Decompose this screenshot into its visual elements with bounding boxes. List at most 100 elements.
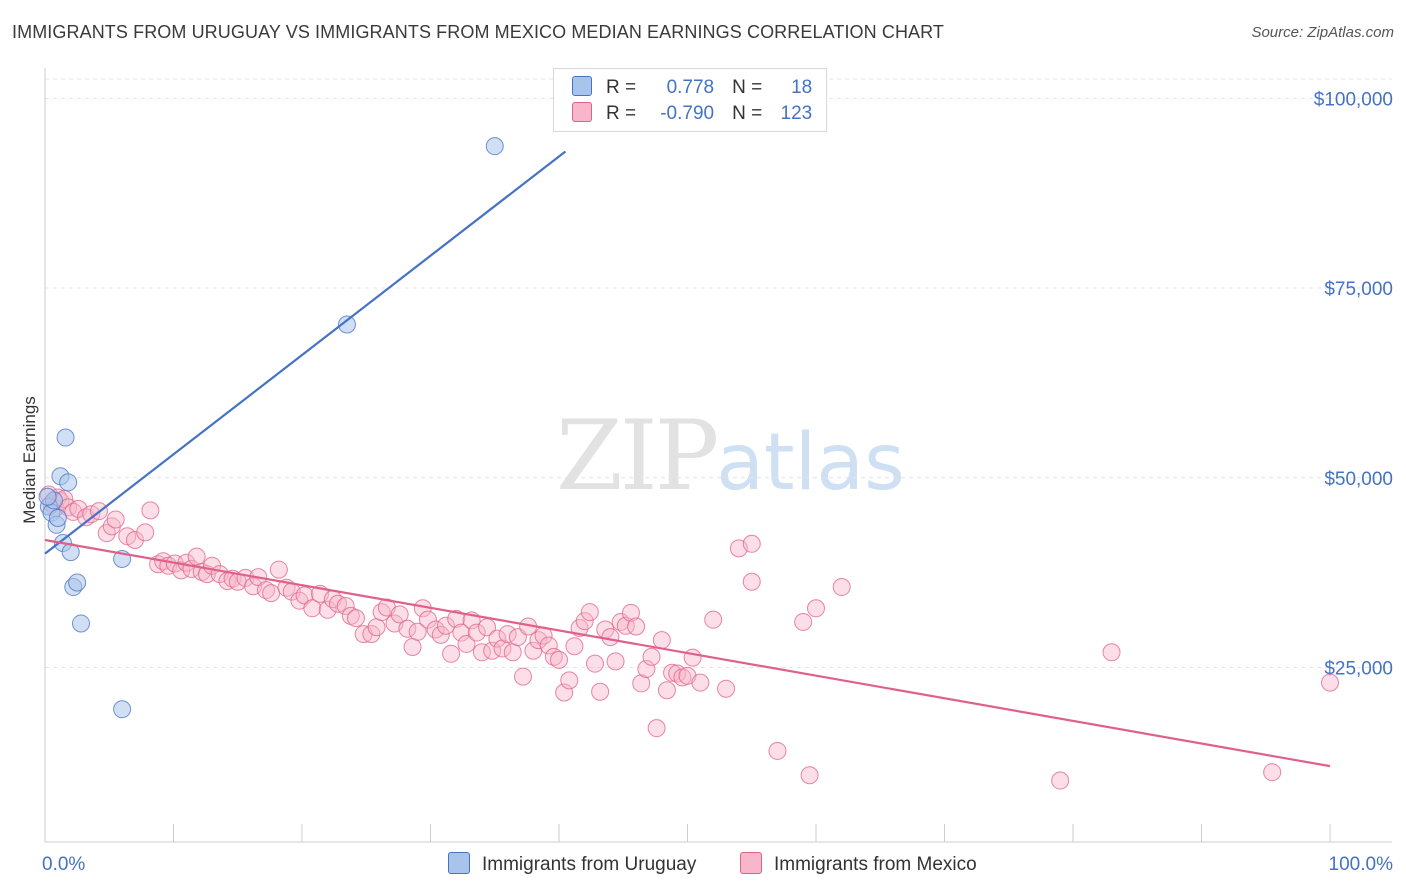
mexico-point <box>742 534 761 553</box>
legend-item-mexico[interactable]: Immigrants from Mexico <box>740 852 977 876</box>
legend-label-mexico: Immigrants from Mexico <box>774 854 977 875</box>
watermark-atlas: atlas <box>716 418 905 508</box>
uruguay-point <box>48 508 67 527</box>
correlation-legend: R = 0.778 N = 18 R = -0.790 N = 123 <box>553 68 827 132</box>
mexico-point <box>585 654 604 673</box>
mexico-point <box>800 766 819 785</box>
watermark-zip: ZIP <box>556 400 719 512</box>
legend-swatch-uruguay <box>448 852 470 874</box>
axes <box>44 68 1392 843</box>
mexico-point <box>452 623 471 642</box>
mexico-point <box>768 741 787 760</box>
watermark: ZIPatlas <box>556 400 905 512</box>
legend-swatch-uruguay <box>572 76 592 96</box>
series-mexico-points <box>39 485 1339 790</box>
mexico-point <box>303 599 322 618</box>
y-tick-label: $25,000 <box>1324 658 1393 679</box>
mexico-point <box>652 631 671 650</box>
uruguay-point <box>68 573 87 592</box>
mexico-point <box>580 603 599 622</box>
mexico-point <box>807 599 825 618</box>
legend-r-label: R = <box>606 103 637 124</box>
mexico-point <box>717 679 736 698</box>
uruguay-point <box>38 487 57 506</box>
mexico-point <box>447 609 466 628</box>
mexico-trendline <box>44 538 1331 768</box>
x-tick-label: 100.0% <box>1329 854 1394 875</box>
mexico-point <box>742 572 761 591</box>
legend-n-value: 18 <box>791 77 813 98</box>
mexico-point <box>591 682 610 701</box>
mexico-point <box>390 605 409 624</box>
mexico-point <box>408 622 427 641</box>
y-tick-label: $75,000 <box>1324 279 1393 300</box>
mexico-point <box>544 647 563 666</box>
legend-label-uruguay: Immigrants from Uruguay <box>482 854 697 875</box>
mexico-point <box>457 634 476 653</box>
mexico-point <box>467 623 486 642</box>
uruguay-point <box>337 315 356 334</box>
mexico-point <box>418 610 437 629</box>
mexico-point <box>550 650 568 669</box>
mexico-point <box>346 609 365 628</box>
x-tick-label: 0.0% <box>42 854 85 875</box>
series-uruguay-points <box>38 137 504 719</box>
mexico-point <box>262 584 281 603</box>
legend-n-label: N = <box>732 77 763 98</box>
legend-r-value: 0.778 <box>666 77 715 98</box>
mexico-point <box>1102 643 1121 662</box>
mexico-point <box>106 510 125 529</box>
mexico-point <box>367 618 386 637</box>
mexico-point <box>794 612 813 631</box>
mexico-point <box>136 523 155 542</box>
mexico-point <box>318 600 337 619</box>
trendlines <box>44 150 1331 768</box>
mexico-point <box>555 683 574 702</box>
mexico-point <box>493 639 512 658</box>
uruguay-trendline <box>44 150 567 555</box>
mexico-point <box>539 636 558 655</box>
mexico-point <box>632 674 651 693</box>
mexico-point <box>503 643 522 662</box>
mexico-point <box>403 637 422 656</box>
mexico-point <box>141 501 160 520</box>
source-label: Source: ZipAtlas.com <box>1251 24 1394 41</box>
uruguay-point <box>71 614 90 633</box>
mexico-point <box>398 619 417 638</box>
mexico-point <box>657 681 676 700</box>
mexico-point <box>642 647 661 666</box>
legend-row-mexico: R = -0.790 N = 123 <box>572 102 812 126</box>
mexico-point <box>436 616 455 635</box>
uruguay-point <box>113 700 132 719</box>
legend-n-value: 123 <box>780 103 813 124</box>
uruguay-point <box>485 137 504 156</box>
y-axis-label: Median Earnings <box>20 396 39 524</box>
mexico-point <box>1263 763 1282 782</box>
mexico-point <box>560 671 579 690</box>
axis-ticks: $25,000 $50,000 $75,000 $100,000 0.0% 100.0% <box>42 89 1393 875</box>
y-tick-label: $50,000 <box>1324 469 1393 490</box>
mexico-point <box>683 648 702 667</box>
mexico-point <box>257 581 276 600</box>
mexico-point <box>488 629 507 648</box>
mexico-point <box>647 719 666 738</box>
mexico-point <box>637 659 656 678</box>
chart-title: IMMIGRANTS FROM URUGUAY VS IMMIGRANTS FR… <box>12 22 945 42</box>
mexico-point <box>601 628 620 647</box>
mexico-point <box>663 663 682 682</box>
mexico-point <box>832 578 851 597</box>
mexico-point <box>1051 771 1070 790</box>
legend-r-value: -0.790 <box>660 103 715 124</box>
legend-r-label: R = <box>606 77 637 98</box>
mexico-point <box>442 644 461 663</box>
uruguay-point <box>59 473 78 492</box>
legend-n-label: N = <box>732 103 763 124</box>
mexico-point <box>691 673 710 692</box>
legend-swatch-mexico <box>572 102 592 122</box>
legend-item-uruguay[interactable]: Immigrants from Uruguay <box>448 852 696 876</box>
mexico-point <box>125 530 144 549</box>
mexico-point <box>575 612 594 631</box>
mexico-point <box>187 547 206 566</box>
mexico-point <box>426 620 445 639</box>
